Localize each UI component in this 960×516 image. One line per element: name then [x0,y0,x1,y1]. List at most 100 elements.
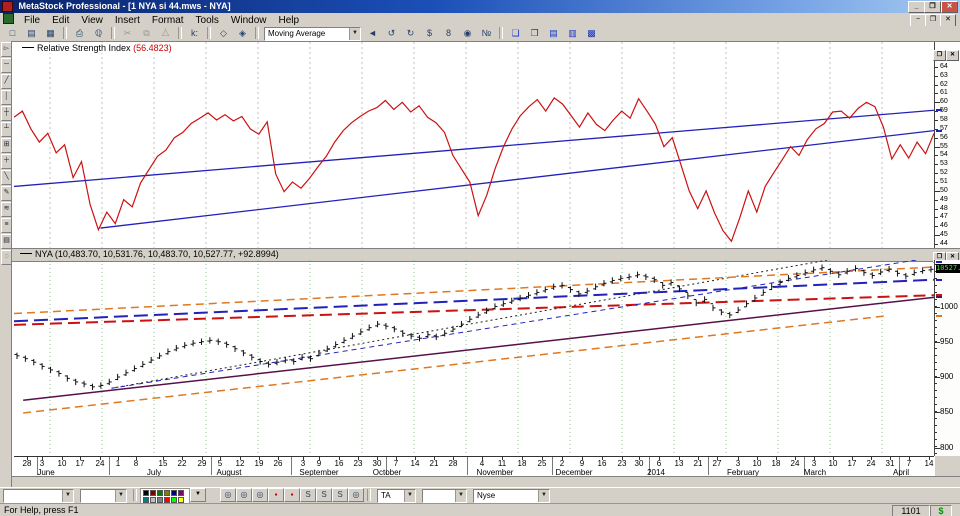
menu-view[interactable]: View [81,15,103,26]
undo-button[interactable]: ↺ [382,26,401,41]
indicator-quicklist-combo[interactable]: Moving Average ▼ [264,27,361,41]
menu-tools[interactable]: Tools [195,15,219,26]
day-tick [659,457,660,460]
rsi-axis-tick [935,190,940,192]
pane-restore-button[interactable]: ❒ [933,50,946,61]
status-help-text: For Help, press F1 [4,505,79,515]
line-style-dash-button[interactable]: S [316,488,332,502]
expand-button[interactable]: ◇ [214,26,233,41]
pointer-button[interactable]: ◄ [363,26,382,41]
price-line-marker [936,314,942,317]
chart-bottom-strip[interactable] [12,476,960,489]
price-axis-minor-tick [935,285,937,286]
open-button[interactable]: ▤ [22,26,41,41]
chevron-down-icon[interactable]: ▼ [455,490,466,502]
day-label: 8 [133,459,139,468]
month-label: April [892,468,910,477]
copy-button[interactable]: ⧉ [137,26,156,41]
chevron-down-icon[interactable]: ▼ [349,28,360,40]
day-label: 26 [273,459,283,468]
close-button[interactable]: ✕ [941,1,958,13]
data-window-button[interactable]: k: [185,26,204,41]
template-combo[interactable]: TA ▼ [377,489,416,503]
menu-file[interactable]: File [24,15,41,26]
rsi-axis-label: 52 [940,169,948,177]
chevron-down-icon[interactable]: ▼ [115,490,126,502]
dollar-scale-button[interactable]: $ [420,26,439,41]
layout-button[interactable]: ▩ [582,26,601,41]
month-label: August [216,468,242,477]
month-label: June [37,468,55,477]
rsi-axis-label: 51 [940,177,948,185]
price-axis-minor-tick [935,446,937,447]
day-label: 3 [39,459,45,468]
chevron-down-icon[interactable]: ▼ [538,490,549,502]
new-window-button[interactable]: ❏ [506,26,525,41]
rsi-axis-tick [935,66,938,68]
maximize-button[interactable]: ❐ [924,1,941,13]
chevron-down-icon[interactable]: ▼ [62,490,73,502]
blue-long-dash-trendline [14,278,934,323]
price-line-marker [936,261,942,263]
menu-help[interactable]: Help [278,15,300,26]
red-style-button-1[interactable]: ▪ [268,488,284,502]
day-label: 1 [115,459,121,468]
menu-format[interactable]: Format [151,15,184,26]
paste-button[interactable]: ⧊ [156,26,175,41]
chevron-down-icon[interactable]: ▼ [404,490,415,502]
day-label: 7 [906,459,912,468]
menu-insert[interactable]: Insert [114,15,140,26]
pane-close-button[interactable]: ✕ [946,50,959,61]
day-label: 16 [334,459,344,468]
price-axis-tick [935,412,940,414]
period-combo[interactable]: ▼ [80,489,127,503]
price-chart[interactable] [14,260,934,456]
digit-scale-button[interactable]: 8 [439,26,458,41]
scaling-combo[interactable]: ▼ [422,489,467,503]
new-chart-button[interactable]: □ [3,26,22,41]
style-reset-button[interactable]: ◎ [348,488,364,502]
tile-vertical-button[interactable]: ▥ [563,26,582,41]
purple-solid-trendline [23,296,934,402]
explorer-button[interactable]: ◉ [458,26,477,41]
cut-button[interactable]: ✂ [118,26,137,41]
price-axis-tick [935,306,940,308]
rsi-axis-tick [935,164,938,166]
price-pane-buttons: ❒ ✕ [933,250,959,263]
day-label: 19 [254,459,264,468]
toolbar-separator [111,27,115,39]
red-long-dash-trendline [14,294,934,326]
day-label: 17 [75,459,85,468]
menu-window[interactable]: Window [230,15,267,26]
red-style-button-2[interactable]: ▪ [284,488,300,502]
symbol-combo[interactable]: ▼ [3,489,74,503]
rsi-chart[interactable] [14,42,934,248]
rsi-axis-label: 61 [940,89,948,97]
line-weight-3-button[interactable]: ◎ [252,488,268,502]
line-style-solid-button[interactable]: S [300,488,316,502]
minimize-button[interactable]: _ [908,1,925,13]
line-style-dot-button[interactable]: S [332,488,348,502]
redo-button[interactable]: ↻ [401,26,420,41]
day-tick [738,457,739,460]
rsi-axis-tick [935,84,938,86]
color-picker-arrow[interactable]: ▼ [190,488,206,502]
line-weight-1-button[interactable]: ◎ [220,488,236,502]
print-button[interactable]: ⎙ [70,26,89,41]
periodicity-button[interactable]: ◈ [233,26,252,41]
save-button[interactable]: ▦ [41,26,60,41]
cascade-button[interactable]: ❐ [525,26,544,41]
month-label: September [299,468,339,477]
print-preview-button[interactable]: ℚ [89,26,108,41]
day-tick [202,457,203,460]
menu-edit[interactable]: Edit [52,15,70,26]
color-picker[interactable] [140,488,190,510]
line-weight-2-button[interactable]: ◎ [236,488,252,502]
price-axis-minor-tick [935,418,937,419]
tile-horizontal-button[interactable]: ▤ [544,26,563,41]
price-axis-minor-tick [935,376,937,377]
security-combo[interactable]: Nyse ▼ [473,489,550,503]
what-is-button[interactable]: № [477,26,496,41]
day-tick [757,457,758,460]
rsi-axis-tick [935,235,940,237]
